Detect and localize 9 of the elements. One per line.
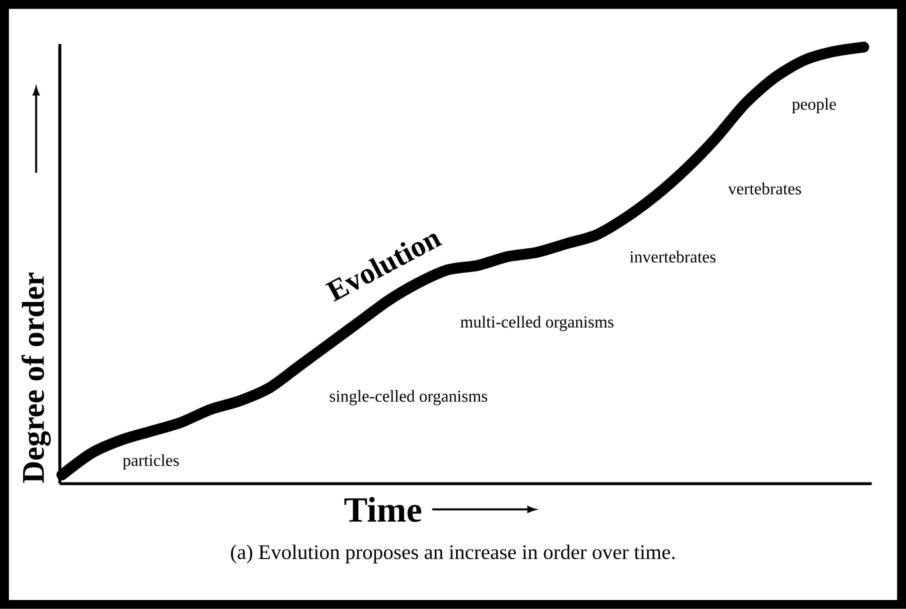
text: (a) Evolution proposes an increase in order over time. bbox=[231, 544, 675, 564]
annotation: invertebrates bbox=[630, 250, 716, 263]
annotation: particles bbox=[122, 454, 179, 470]
annotation: people bbox=[792, 98, 836, 114]
annotation: multi-celled organisms bbox=[460, 316, 614, 332]
annotation: vertebrates bbox=[728, 182, 802, 194]
x-axis-title: Time bbox=[344, 496, 422, 522]
y-axis-title: Degree of order bbox=[22, 272, 51, 483]
annotation: single-celled organisms bbox=[330, 390, 488, 406]
